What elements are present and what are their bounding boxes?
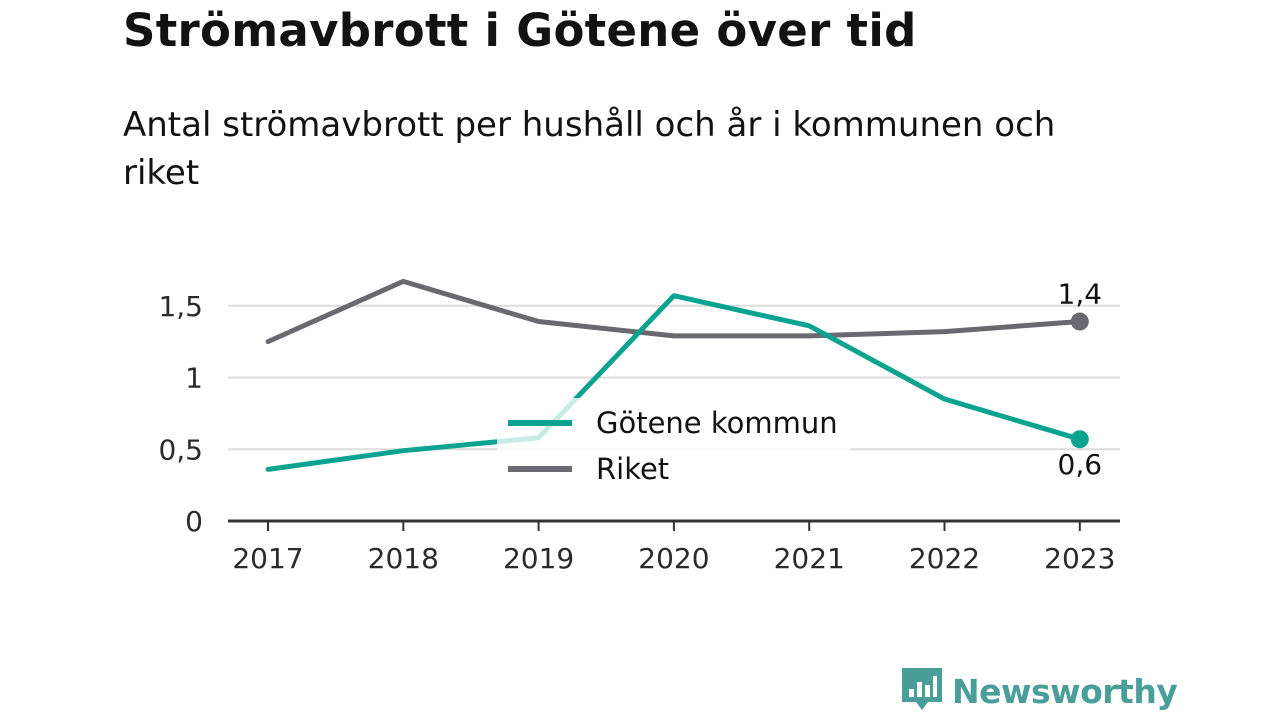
bar-chart-icon bbox=[902, 668, 942, 710]
x-tick-label: 2022 bbox=[909, 542, 980, 575]
legend-label: Riket bbox=[596, 452, 669, 486]
y-tick-label: 1,5 bbox=[158, 290, 203, 323]
x-tick-label: 2020 bbox=[638, 542, 709, 575]
y-tick-label: 0,5 bbox=[158, 433, 203, 466]
end-marker-götene-kommun bbox=[1070, 430, 1089, 449]
x-tick-label: 2021 bbox=[774, 542, 845, 575]
series-line-riket bbox=[265, 278, 1083, 345]
data-label: 0,6 bbox=[1058, 448, 1103, 481]
end-marker-riket bbox=[1070, 312, 1089, 331]
series-line-götene-kommun bbox=[265, 293, 1083, 472]
chart-subtitle: Antal strömavbrott per hushåll och år i … bbox=[123, 105, 1056, 193]
x-tick-label: 2018 bbox=[368, 542, 439, 575]
newsworthy-logo: Newsworthy bbox=[902, 668, 1178, 714]
brand-name: Newsworthy bbox=[952, 671, 1178, 711]
y-tick-label: 0 bbox=[185, 505, 203, 538]
data-label: 1,4 bbox=[1058, 278, 1103, 311]
chart-title: Strömavbrott i Götene över tid bbox=[123, 4, 917, 57]
legend-label: Götene kommun bbox=[596, 406, 838, 440]
y-tick-label: 1 bbox=[185, 362, 203, 395]
x-tick-label: 2023 bbox=[1044, 542, 1115, 575]
x-tick-label: 2017 bbox=[232, 542, 303, 575]
x-tick-label: 2019 bbox=[503, 542, 574, 575]
legend-box bbox=[497, 398, 851, 494]
